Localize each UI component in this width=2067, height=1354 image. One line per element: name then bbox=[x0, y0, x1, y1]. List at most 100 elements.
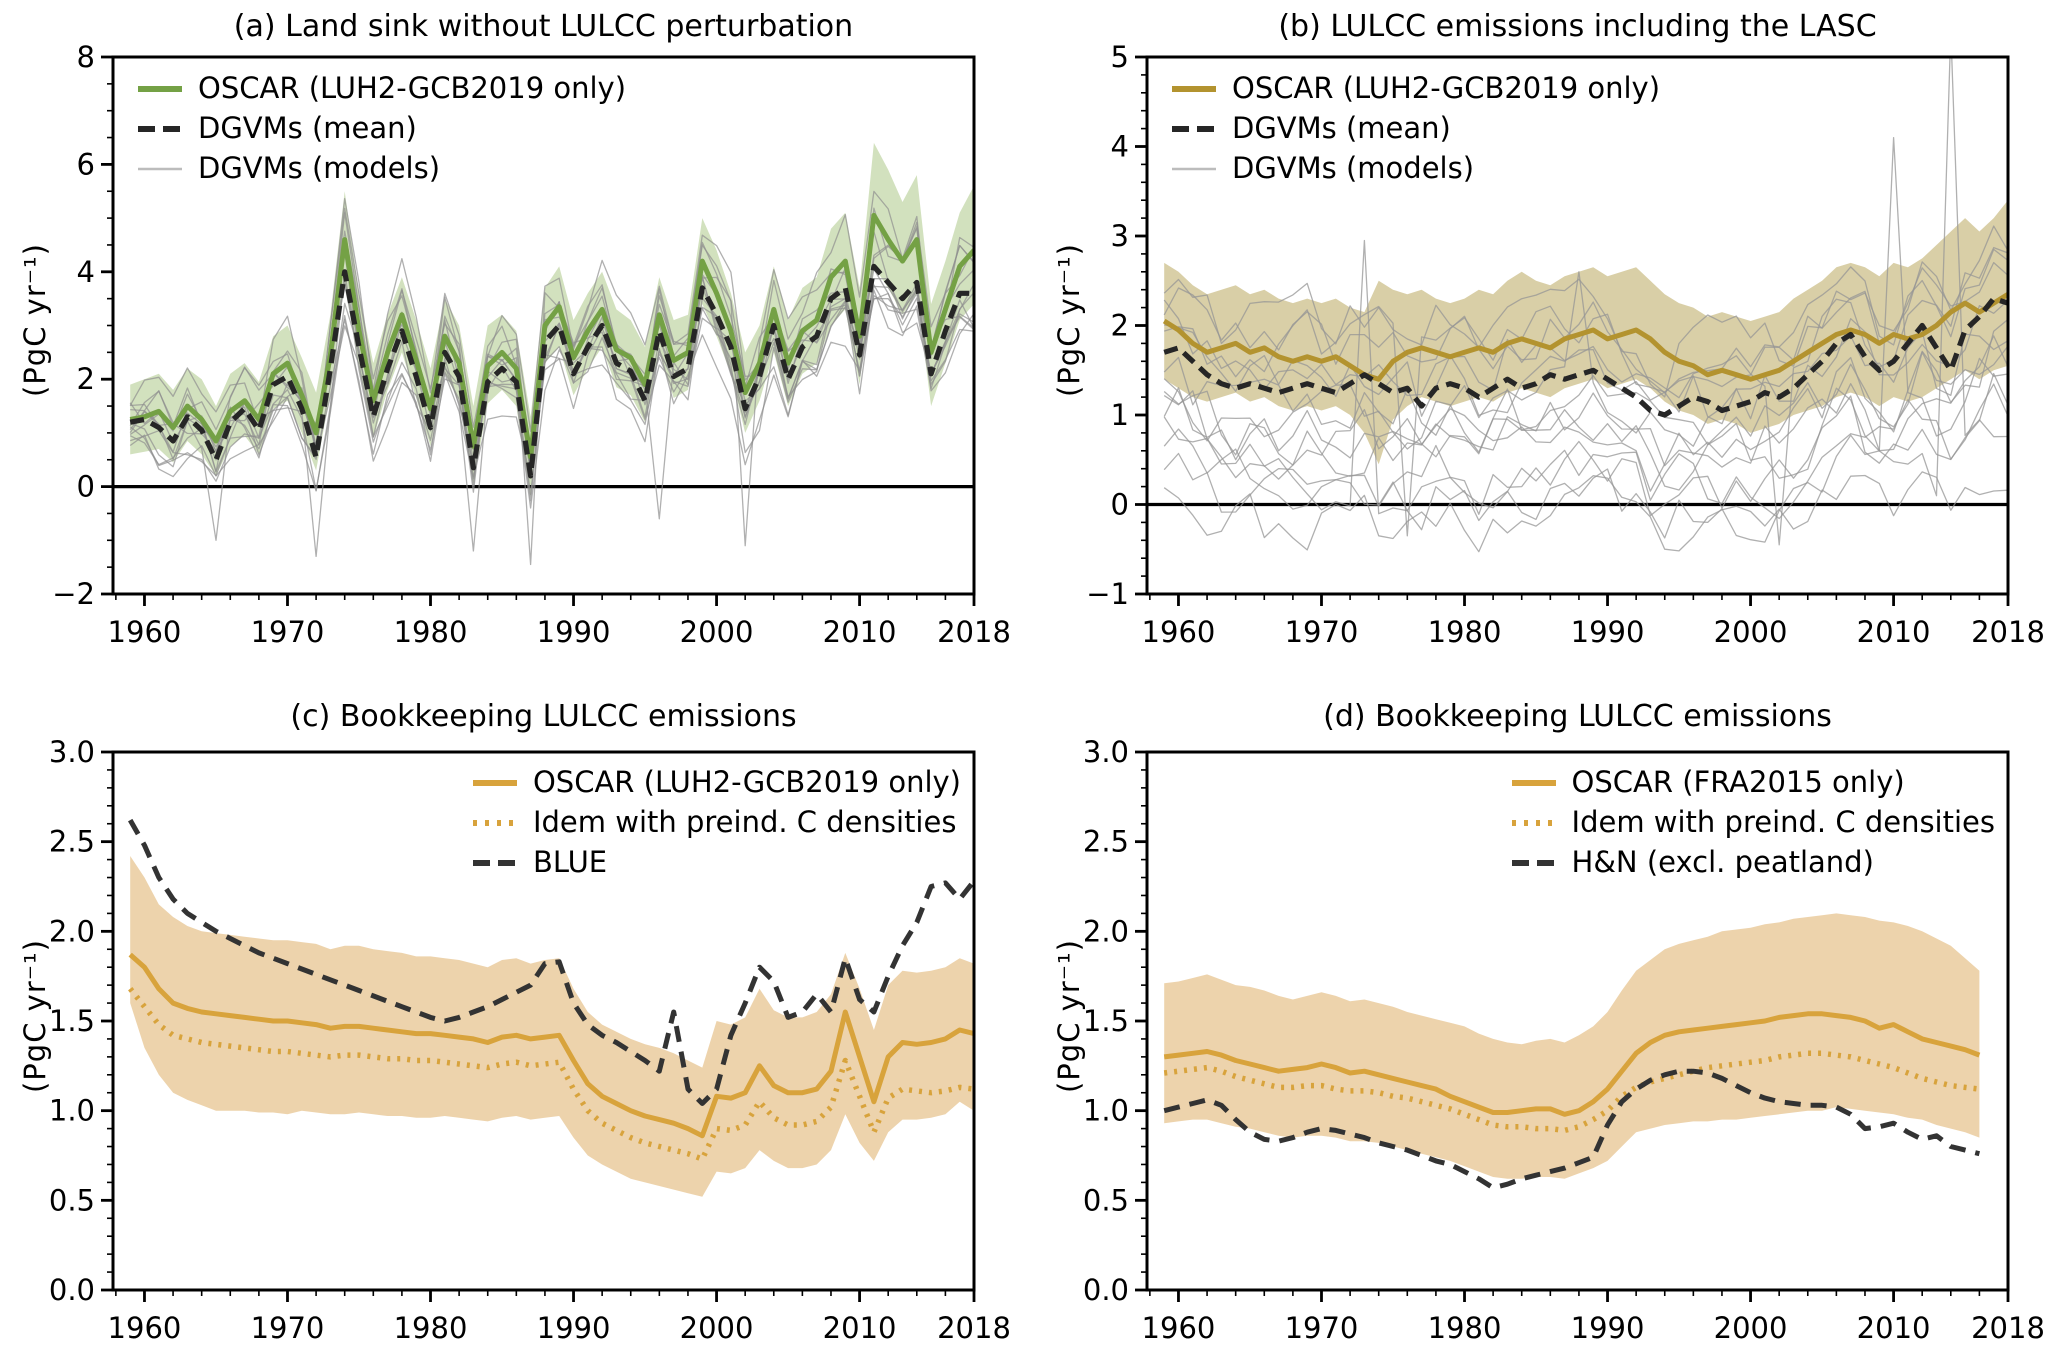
panel-b-legend: OSCAR (LUH2-GCB2019 only) DGVMs (mean) D… bbox=[1170, 72, 1660, 185]
dgvm-model-line bbox=[1163, 239, 2008, 520]
series-line-dashed bbox=[1163, 296, 2008, 418]
y-axis-tick-label: 1.5 bbox=[49, 1004, 95, 1038]
oscar-line-swatch-icon bbox=[1172, 85, 1216, 92]
panel-a-land-sink: 1960 1970 1980 1990 2000 2010 2018 −2 0 2 4 6 8 (a) … bbox=[0, 0, 1033, 677]
legend-item-label: DGVMs (models) bbox=[198, 151, 441, 185]
dgvm-model-line bbox=[1163, 318, 2008, 492]
oscar-line-swatch-icon bbox=[138, 85, 182, 92]
legend-item-label: DGVMs (mean) bbox=[1232, 111, 1451, 145]
legend-item-label: DGVMs (mean) bbox=[198, 111, 417, 145]
dgvm-model-line bbox=[1163, 471, 2008, 553]
series-line-dashed bbox=[1163, 1068, 1981, 1191]
panel-a-y-axis-label: (PgC yr⁻¹) bbox=[18, 243, 52, 398]
legend-item: BLUE bbox=[471, 846, 607, 879]
legend-item: OSCAR (FRA2015 only) bbox=[1510, 766, 1905, 799]
x-axis-tick-label: 2010 bbox=[823, 615, 897, 649]
axes-frame bbox=[111, 750, 976, 1292]
y-axis-tick-label: −2 bbox=[52, 577, 95, 611]
x-axis-tick-label: 1980 bbox=[1428, 1311, 1502, 1345]
hn-model-swatch-icon bbox=[1511, 859, 1556, 866]
oscar-line-swatch-icon bbox=[472, 779, 517, 786]
panel-c-title: (c) Bookkeeping LULCC emissions bbox=[290, 699, 797, 734]
x-axis-tick-label: 2000 bbox=[1714, 615, 1788, 649]
legend-item-label: Idem with preind. C densities bbox=[1571, 805, 1995, 839]
dgvm-model-line bbox=[129, 190, 974, 456]
y-axis-tick-label: 0.0 bbox=[49, 1273, 95, 1307]
legend-item: DGVMs (models) bbox=[136, 152, 626, 185]
series-line-dotted bbox=[128, 986, 974, 1162]
x-axis-tick-label: 1990 bbox=[1571, 1311, 1645, 1345]
y-axis-tick-label: 2.0 bbox=[49, 914, 95, 948]
plot-area-b: 1960 1970 1980 1990 2000 2010 2018 −1 0 1 2 3 4 5 bbox=[1086, 40, 2045, 649]
y-axis-tick-label: 2.0 bbox=[1083, 914, 1129, 948]
x-axis-tick-label: 2000 bbox=[1714, 1311, 1788, 1345]
data-layer bbox=[1147, 57, 2008, 553]
legend-item-label: OSCAR (LUH2-GCB2019 only) bbox=[198, 71, 627, 105]
x-axis-tick-label: 1960 bbox=[1142, 1311, 1216, 1345]
series-line-solid bbox=[128, 952, 974, 1139]
blue-model-swatch-icon bbox=[472, 859, 517, 866]
y-axis-tick-label: 0.0 bbox=[1083, 1273, 1129, 1307]
data-layer bbox=[1163, 913, 1981, 1191]
x-axis-tick-label: 1990 bbox=[537, 1311, 611, 1345]
plot-area-d: 1960 1970 1980 1990 2000 2010 2018 0.0 0.5 1.0 1.5… bbox=[1083, 735, 2045, 1345]
plot-area-c: 1960 1970 1980 1990 2000 2010 2018 0.0 0.5 1.0 1.5… bbox=[49, 735, 1011, 1345]
x-axis-tick-label: 1980 bbox=[1428, 615, 1502, 649]
y-axis-tick-label: 0 bbox=[1111, 488, 1129, 522]
legend-item: OSCAR (LUH2-GCB2019 only) bbox=[136, 72, 626, 105]
y-axis-tick-label: 3 bbox=[1111, 219, 1129, 253]
x-axis-tick-label: 1970 bbox=[251, 615, 325, 649]
dgvm-models-swatch-icon bbox=[1172, 167, 1216, 170]
x-axis-tick-label: 1990 bbox=[537, 615, 611, 649]
x-axis-tick-label: 1970 bbox=[251, 1311, 325, 1345]
dgvm-model-line bbox=[1163, 248, 2008, 394]
y-axis-tick-label: 0.5 bbox=[49, 1183, 95, 1217]
x-axis-tick-label: 1960 bbox=[1142, 615, 1216, 649]
x-axis-tick-label: 1970 bbox=[1285, 1311, 1359, 1345]
panel-b-lulcc-emissions: 1960 1970 1980 1990 2000 2010 2018 −1 0 1 2 3 4 5 (b)… bbox=[1034, 0, 2067, 677]
panel-a-legend: OSCAR (LUH2-GCB2019 only) DGVMs (mean) D… bbox=[136, 72, 626, 185]
dgvm-model-line bbox=[129, 292, 974, 477]
x-axis-tick-label: 2010 bbox=[1857, 615, 1931, 649]
y-axis-tick-label: 2.5 bbox=[1083, 825, 1129, 859]
y-axis-tick-label: 8 bbox=[77, 40, 95, 74]
legend-item: DGVMs (mean) bbox=[1170, 112, 1660, 145]
panel-b-y-axis-label: (PgC yr⁻¹) bbox=[1052, 243, 1086, 398]
y-axis-tick-label: 1.0 bbox=[1083, 1094, 1129, 1128]
legend-item-label: DGVMs (models) bbox=[1232, 151, 1475, 185]
dgvm-model-line bbox=[1163, 335, 2008, 480]
axes-frame bbox=[1145, 750, 2010, 1292]
uncertainty-band bbox=[130, 856, 974, 1197]
panel-d-bookkeeping-emissions: 1960 1970 1980 1990 2000 2010 2018 0.0 0.5 1.0 1.5… bbox=[1034, 677, 2067, 1354]
series-line-dashed bbox=[129, 263, 974, 479]
y-axis-tick-label: 2 bbox=[1111, 309, 1129, 343]
x-axis-tick-label: 1980 bbox=[394, 1311, 468, 1345]
x-axis-tick-label: 1960 bbox=[108, 1311, 182, 1345]
dgvm-models-swatch-icon bbox=[138, 167, 182, 170]
y-axis-tick-label: 0 bbox=[77, 470, 95, 504]
x-axis-tick-label: 2018 bbox=[937, 1311, 1011, 1345]
panel-d-title: (d) Bookkeeping LULCC emissions bbox=[1323, 699, 1832, 734]
preind-densities-swatch-icon bbox=[472, 819, 517, 826]
dgvm-model-line bbox=[1163, 225, 2008, 398]
y-axis-tick-label: 4 bbox=[77, 255, 95, 289]
dgvm-model-line bbox=[1163, 271, 2008, 447]
y-axis-tick-label: 1 bbox=[1111, 398, 1129, 432]
y-axis-tick-label: 6 bbox=[77, 147, 95, 181]
dgvm-model-line bbox=[1163, 57, 2008, 543]
legend-item: DGVMs (models) bbox=[1170, 152, 1660, 185]
x-axis-tick-label: 1980 bbox=[394, 615, 468, 649]
x-axis-tick-label: 1970 bbox=[1285, 615, 1359, 649]
panel-b-title: (b) LULCC emissions including the LASC bbox=[1278, 9, 1877, 44]
x-axis-tick-label: 2010 bbox=[823, 1311, 897, 1345]
oscar-line-swatch-icon bbox=[1511, 779, 1556, 786]
y-axis-tick-label: 3.0 bbox=[1083, 735, 1129, 769]
legend-item: DGVMs (mean) bbox=[136, 112, 626, 145]
legend-item: OSCAR (LUH2-GCB2019 only) bbox=[471, 766, 961, 799]
panel-c-y-axis-label: (PgC yr⁻¹) bbox=[18, 939, 52, 1094]
x-axis-tick-label: 1960 bbox=[108, 615, 182, 649]
y-axis-tick-label: 1.5 bbox=[1083, 1004, 1129, 1038]
x-axis-tick-label: 2000 bbox=[680, 1311, 754, 1345]
series-line-solid bbox=[129, 212, 974, 460]
